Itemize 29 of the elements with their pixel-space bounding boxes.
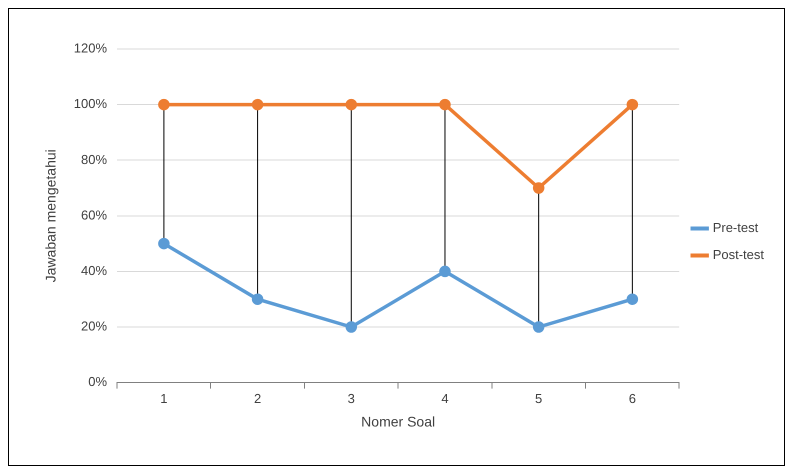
x-tick-label: 3 [348, 390, 355, 406]
point [439, 266, 451, 278]
point [439, 98, 451, 110]
legend-label: Post-test [712, 247, 764, 262]
point [346, 321, 358, 333]
y-tick-label: 80% [81, 152, 108, 167]
y-tick-label: 0% [88, 374, 108, 390]
point [158, 238, 170, 250]
point [626, 98, 638, 110]
point [252, 293, 264, 305]
point [532, 321, 544, 333]
x-tick-label: 5 [535, 390, 542, 406]
y-tick-label: 40% [81, 262, 108, 278]
point [252, 98, 264, 110]
y-tick-label: 120% [74, 40, 108, 56]
y-tick-label: 20% [81, 318, 108, 334]
point [532, 182, 544, 194]
x-tick-label: 6 [628, 390, 636, 406]
x-tick-label: 1 [160, 390, 168, 406]
y-axis-title: Jawaban mengetahui [42, 149, 58, 282]
y-tick-label: 60% [81, 207, 108, 222]
point [346, 98, 358, 110]
x-tick-label: 4 [441, 390, 449, 406]
x-tick-label: 2 [254, 390, 262, 406]
point [626, 293, 638, 305]
x-axis-title: Nomer Soal [361, 413, 436, 430]
y-tick-label: 100% [74, 96, 108, 112]
point [158, 98, 170, 110]
legend-label: Pre-test [712, 220, 759, 236]
